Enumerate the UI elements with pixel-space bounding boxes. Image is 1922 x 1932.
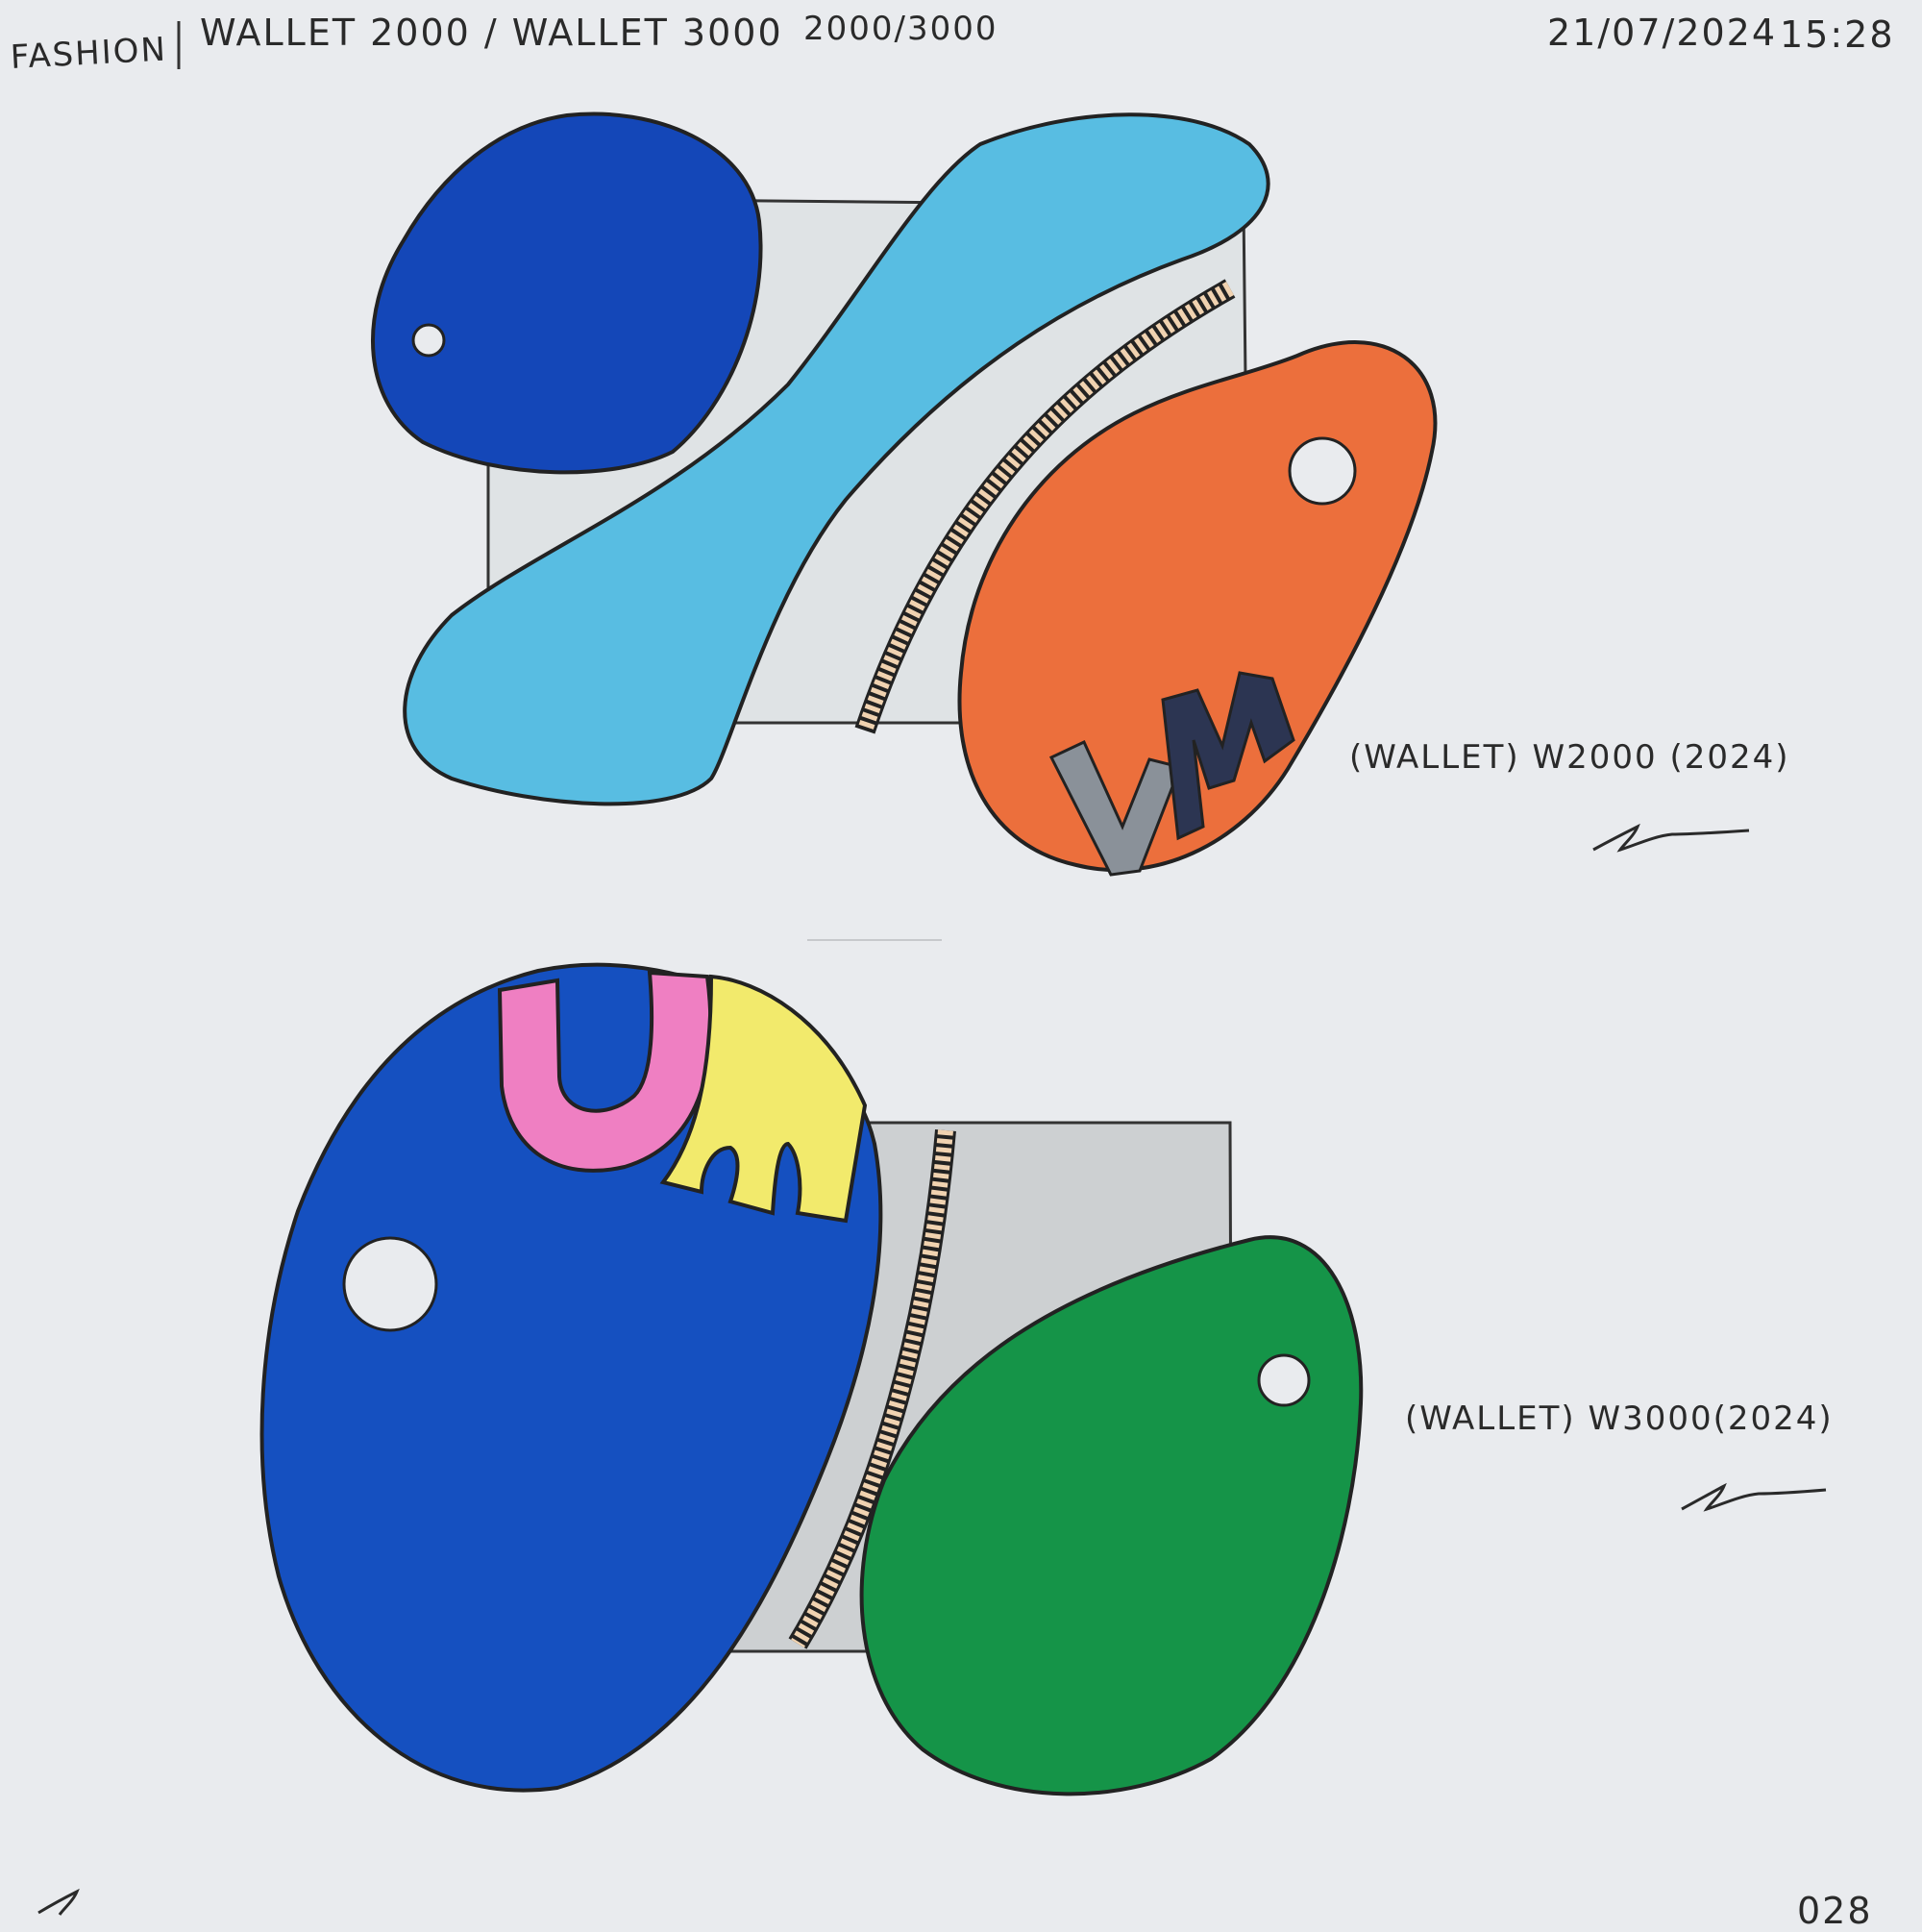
- green-tag: [859, 1235, 1364, 1796]
- light-blue-strap: [403, 112, 1270, 806]
- header-model-numbers: 2000/3000: [803, 10, 998, 48]
- header-time: 15:28: [1780, 13, 1895, 56]
- zipper-tape: [791, 1129, 953, 1648]
- header-date: 21/07/2024: [1547, 12, 1778, 54]
- tag-hole: [1257, 1353, 1311, 1407]
- monogram-letter-v: [1048, 739, 1183, 877]
- tag-hole: [411, 323, 446, 358]
- signature: [1681, 1482, 1827, 1512]
- monogram-letter-m: [659, 974, 868, 1224]
- caption-w3000: (WALLET) W3000(2024): [1405, 1399, 1834, 1438]
- zipper-tape: [857, 282, 1234, 733]
- corner-signature: [37, 1888, 80, 1916]
- wallet-w2000-drawing: [371, 111, 1438, 877]
- monogram-letter-m: [1161, 671, 1295, 841]
- wallet-w3000-drawing: [259, 962, 1364, 1796]
- caption-w2000: (WALLET) W2000 (2024): [1349, 738, 1790, 777]
- signature: [1592, 823, 1750, 853]
- page-number: 028: [1797, 1890, 1873, 1932]
- header-title: WALLET 2000 / WALLET 3000: [200, 12, 783, 54]
- blue-tag: [259, 962, 883, 1793]
- header-category: FASHION: [9, 30, 168, 77]
- tag-hole: [342, 1236, 438, 1332]
- dark-blue-tag: [371, 111, 763, 475]
- tag-hole: [1288, 436, 1357, 506]
